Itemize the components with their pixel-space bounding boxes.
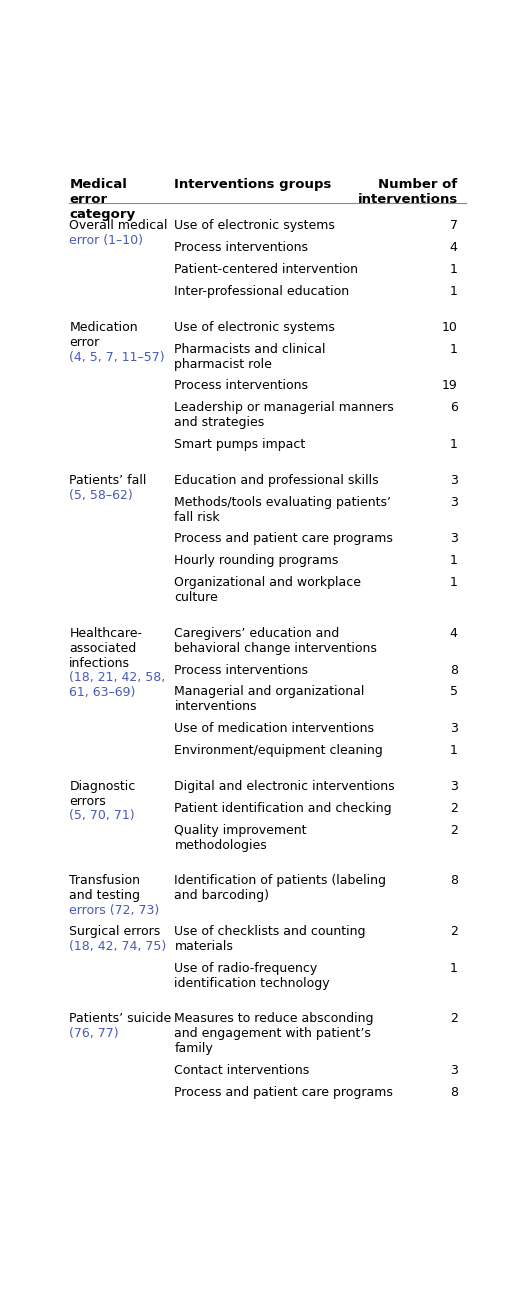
- Text: Process and patient care programs: Process and patient care programs: [174, 533, 394, 546]
- Text: 8: 8: [449, 1086, 458, 1099]
- Text: and testing: and testing: [69, 889, 140, 902]
- Text: Leadership or managerial manners
and strategies: Leadership or managerial manners and str…: [174, 401, 394, 430]
- Text: Process interventions: Process interventions: [174, 241, 309, 254]
- Text: 3: 3: [450, 780, 458, 793]
- Text: infections: infections: [69, 656, 130, 669]
- Text: Methods/tools evaluating patients’
fall risk: Methods/tools evaluating patients’ fall …: [174, 496, 392, 523]
- Text: Quality improvement
methodologies: Quality improvement methodologies: [174, 824, 307, 852]
- Text: 3: 3: [450, 533, 458, 546]
- Text: Caregivers’ education and
behavioral change interventions: Caregivers’ education and behavioral cha…: [174, 626, 377, 655]
- Text: Diagnostic: Diagnostic: [69, 780, 136, 793]
- Text: 3: 3: [450, 723, 458, 736]
- Text: errors: errors: [69, 794, 106, 807]
- Text: Interventions groups: Interventions groups: [174, 178, 332, 191]
- Text: Patients’ suicide: Patients’ suicide: [69, 1013, 172, 1026]
- Text: 1: 1: [450, 263, 458, 276]
- Text: Process interventions: Process interventions: [174, 379, 309, 392]
- Text: Use of electronic systems: Use of electronic systems: [174, 220, 335, 232]
- Text: 6: 6: [450, 401, 458, 414]
- Text: Environment/equipment cleaning: Environment/equipment cleaning: [174, 743, 383, 756]
- Text: 61, 63–69): 61, 63–69): [69, 686, 136, 699]
- Text: Process interventions: Process interventions: [174, 664, 309, 677]
- Text: errors (72, 73): errors (72, 73): [69, 904, 160, 917]
- Text: Pharmacists and clinical
pharmacist role: Pharmacists and clinical pharmacist role: [174, 342, 326, 371]
- Text: 2: 2: [450, 824, 458, 836]
- Text: Healthcare-: Healthcare-: [69, 626, 143, 639]
- Text: 7: 7: [449, 220, 458, 232]
- Text: 1: 1: [450, 575, 458, 589]
- Text: associated: associated: [69, 642, 137, 655]
- Text: 5: 5: [449, 685, 458, 698]
- Text: Patient identification and checking: Patient identification and checking: [174, 802, 392, 815]
- Text: Number of
interventions: Number of interventions: [358, 178, 458, 206]
- Text: 1: 1: [450, 743, 458, 756]
- Text: Organizational and workplace
culture: Organizational and workplace culture: [174, 575, 361, 604]
- Text: (5, 58–62): (5, 58–62): [69, 488, 133, 501]
- Text: 2: 2: [450, 924, 458, 937]
- Text: Medical
error
category: Medical error category: [69, 178, 135, 221]
- Text: Medication: Medication: [69, 320, 138, 333]
- Text: Use of medication interventions: Use of medication interventions: [174, 723, 374, 736]
- Text: Contact interventions: Contact interventions: [174, 1064, 310, 1077]
- Text: 1: 1: [450, 437, 458, 450]
- Text: Patients’ fall: Patients’ fall: [69, 474, 147, 487]
- Text: (4, 5, 7, 11–57): (4, 5, 7, 11–57): [69, 350, 165, 363]
- Text: Transfusion: Transfusion: [69, 874, 140, 887]
- Text: 1: 1: [450, 555, 458, 568]
- Text: 1: 1: [450, 285, 458, 298]
- Text: 3: 3: [450, 474, 458, 487]
- Text: error: error: [69, 336, 100, 349]
- Text: Use of radio-frequency
identification technology: Use of radio-frequency identification te…: [174, 962, 330, 990]
- Text: Use of electronic systems: Use of electronic systems: [174, 320, 335, 333]
- Text: Process and patient care programs: Process and patient care programs: [174, 1086, 394, 1099]
- Text: 4: 4: [450, 626, 458, 639]
- Text: 4: 4: [450, 241, 458, 254]
- Text: (18, 42, 74, 75): (18, 42, 74, 75): [69, 940, 167, 953]
- Text: 19: 19: [442, 379, 458, 392]
- Text: 2: 2: [450, 802, 458, 815]
- Text: 2: 2: [450, 1013, 458, 1026]
- Text: Overall medical: Overall medical: [69, 220, 168, 232]
- Text: Patient-centered intervention: Patient-centered intervention: [174, 263, 359, 276]
- Text: Digital and electronic interventions: Digital and electronic interventions: [174, 780, 395, 793]
- Text: Identification of patients (labeling
and barcoding): Identification of patients (labeling and…: [174, 874, 386, 902]
- Text: Managerial and organizational
interventions: Managerial and organizational interventi…: [174, 685, 365, 713]
- Text: 10: 10: [442, 320, 458, 333]
- Text: Hourly rounding programs: Hourly rounding programs: [174, 555, 339, 568]
- Text: 3: 3: [450, 1064, 458, 1077]
- Text: Use of checklists and counting
materials: Use of checklists and counting materials: [174, 924, 366, 953]
- Text: error (1–10): error (1–10): [69, 234, 144, 247]
- Text: 1: 1: [450, 342, 458, 355]
- Text: Education and professional skills: Education and professional skills: [174, 474, 379, 487]
- Text: Smart pumps impact: Smart pumps impact: [174, 437, 306, 450]
- Text: 8: 8: [449, 874, 458, 887]
- Text: 3: 3: [450, 496, 458, 509]
- Text: (5, 70, 71): (5, 70, 71): [69, 810, 135, 823]
- Text: 1: 1: [450, 962, 458, 975]
- Text: Surgical errors: Surgical errors: [69, 924, 161, 937]
- Text: Inter-professional education: Inter-professional education: [174, 285, 350, 298]
- Text: 8: 8: [449, 664, 458, 677]
- Text: (18, 21, 42, 58,: (18, 21, 42, 58,: [69, 672, 165, 685]
- Text: (76, 77): (76, 77): [69, 1027, 119, 1040]
- Text: Measures to reduce absconding
and engagement with patient’s
family: Measures to reduce absconding and engage…: [174, 1013, 374, 1056]
